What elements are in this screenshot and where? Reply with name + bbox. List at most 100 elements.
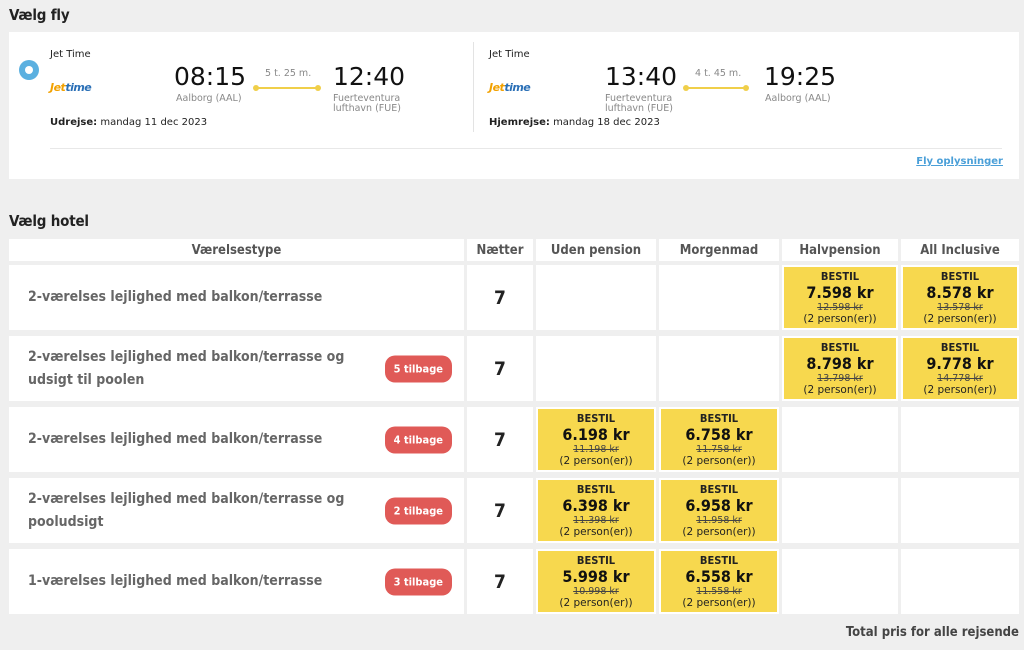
flight-option-card[interactable]: Jet Time Jettime 08:15 Aalborg (AAL) 5 t… xyxy=(9,32,1019,179)
departure-time: 08:15 xyxy=(174,62,247,91)
arrival-time: 19:25 xyxy=(764,62,837,91)
price-cell-no-board xyxy=(536,336,656,401)
airline-logo: Jettime xyxy=(489,81,531,94)
room-type-cell: 2-værelses lejlighed med balkon/terrasse… xyxy=(9,336,464,401)
book-price-button[interactable]: BESTIL 6.198 kr 11.198 kr (2 person(er)) xyxy=(538,409,654,470)
price: 8.798 kr xyxy=(806,353,874,373)
original-price: 10.998 kr xyxy=(573,585,619,597)
book-label: BESTIL xyxy=(820,340,860,354)
price-cell-half-board xyxy=(782,478,898,543)
price-cell-no-board: BESTIL 5.998 kr 10.998 kr (2 person(er)) xyxy=(536,549,656,614)
original-price: 11.758 kr xyxy=(696,443,742,455)
book-label: BESTIL xyxy=(576,482,616,496)
airline-logo: Jettime xyxy=(50,81,92,94)
room-type-cell: 2-værelses lejlighed med balkon/terrasse… xyxy=(9,407,464,472)
book-price-button[interactable]: BESTIL 7.598 kr 12.598 kr (2 person(er)) xyxy=(784,267,896,328)
outbound-leg: Jet Time Jettime 08:15 Aalborg (AAL) 5 t… xyxy=(50,32,470,142)
header-breakfast: Morgenmad xyxy=(659,239,779,261)
book-price-button[interactable]: BESTIL 6.398 kr 11.398 kr (2 person(er)) xyxy=(538,480,654,541)
book-price-button[interactable]: BESTIL 6.958 kr 11.958 kr (2 person(er)) xyxy=(661,480,777,541)
price-cell-all-inclusive xyxy=(901,478,1019,543)
original-price: 11.558 kr xyxy=(696,585,742,597)
arrival-place: Aalborg (AAL) xyxy=(765,93,831,104)
persons-label: (2 person(er)) xyxy=(682,597,756,609)
nights-cell: 7 xyxy=(467,265,533,330)
book-price-button[interactable]: BESTIL 9.778 kr 14.778 kr (2 person(er)) xyxy=(903,338,1017,399)
book-label: BESTIL xyxy=(576,411,616,425)
room-type-cell: 2-værelses lejlighed med balkon/terrasse xyxy=(9,265,464,330)
price-cell-all-inclusive: BESTIL 9.778 kr 14.778 kr (2 person(er)) xyxy=(901,336,1019,401)
persons-label: (2 person(er)) xyxy=(559,455,633,467)
price-cell-all-inclusive xyxy=(901,549,1019,614)
persons-label: (2 person(er)) xyxy=(803,384,877,396)
persons-label: (2 person(er)) xyxy=(923,384,997,396)
total-price-label: Total pris for alle rejsende xyxy=(845,625,1019,640)
price-cell-no-board: BESTIL 6.198 kr 11.198 kr (2 person(er)) xyxy=(536,407,656,472)
persons-label: (2 person(er)) xyxy=(559,526,633,538)
book-price-button[interactable]: BESTIL 5.998 kr 10.998 kr (2 person(er)) xyxy=(538,551,654,612)
persons-label: (2 person(er)) xyxy=(682,455,756,467)
flight-duration: 4 t. 45 m. xyxy=(695,68,742,79)
price-cell-breakfast xyxy=(659,265,779,330)
price: 6.558 kr xyxy=(685,566,753,586)
price-cell-breakfast: BESTIL 6.958 kr 11.958 kr (2 person(er)) xyxy=(659,478,779,543)
outbound-date: Udrejse: mandag 11 dec 2023 xyxy=(50,117,208,128)
header-nights: Nætter xyxy=(467,239,533,261)
inbound-leg: Jet Time Jettime 13:40 Fuerteventura luft… xyxy=(489,32,909,142)
original-price: 13.578 kr xyxy=(937,301,983,313)
airline-name: Jet Time xyxy=(50,49,91,60)
price-cell-half-board: BESTIL 8.798 kr 13.798 kr (2 person(er)) xyxy=(782,336,898,401)
original-price: 11.958 kr xyxy=(696,514,742,526)
book-label: BESTIL xyxy=(940,340,980,354)
price: 5.998 kr xyxy=(562,566,630,586)
room-type-name: 2-værelses lejlighed med balkon/terrasse xyxy=(28,289,323,305)
rooms-left-badge: 3 tilbage xyxy=(384,568,452,595)
price-cell-half-board xyxy=(782,549,898,614)
room-type-name: 2-værelses lejlighed med balkon/terrasse… xyxy=(28,348,345,388)
flight-details-link[interactable]: Fly oplysninger xyxy=(916,156,1003,167)
price-cell-no-board: BESTIL 6.398 kr 11.398 kr (2 person(er)) xyxy=(536,478,656,543)
book-label: BESTIL xyxy=(699,553,739,567)
nights-cell: 7 xyxy=(467,336,533,401)
price-cell-breakfast xyxy=(659,336,779,401)
book-price-button[interactable]: BESTIL 6.558 kr 11.558 kr (2 person(er)) xyxy=(661,551,777,612)
header-no-board: Uden pension xyxy=(536,239,656,261)
header-half-board: Halvpension xyxy=(782,239,898,261)
price: 6.398 kr xyxy=(562,495,630,515)
book-price-button[interactable]: BESTIL 8.798 kr 13.798 kr (2 person(er)) xyxy=(784,338,896,399)
book-price-button[interactable]: BESTIL 8.578 kr 13.578 kr (2 person(er)) xyxy=(903,267,1017,328)
card-separator xyxy=(50,148,1002,149)
price: 6.958 kr xyxy=(685,495,753,515)
persons-label: (2 person(er)) xyxy=(923,313,997,325)
book-label: BESTIL xyxy=(699,482,739,496)
book-label: BESTIL xyxy=(576,553,616,567)
hotel-section-title: Vælg hotel xyxy=(9,212,89,230)
rooms-left-badge: 4 tilbage xyxy=(384,426,452,453)
departure-time: 13:40 xyxy=(605,62,678,91)
price: 9.778 kr xyxy=(926,353,994,373)
persons-label: (2 person(er)) xyxy=(559,597,633,609)
price: 6.198 kr xyxy=(562,424,630,444)
book-label: BESTIL xyxy=(699,411,739,425)
room-type-name: 1-værelses lejlighed med balkon/terrasse xyxy=(28,573,323,589)
duration-line xyxy=(253,85,321,91)
persons-label: (2 person(er)) xyxy=(803,313,877,325)
price-cell-no-board xyxy=(536,265,656,330)
price-cell-half-board xyxy=(782,407,898,472)
arrival-time: 12:40 xyxy=(333,62,406,91)
book-label: BESTIL xyxy=(940,269,980,283)
persons-label: (2 person(er)) xyxy=(682,526,756,538)
flight-section-title: Vælg fly xyxy=(9,6,70,24)
departure-place: Fuerteventura lufthavn (FUE) xyxy=(605,93,673,114)
price: 8.578 kr xyxy=(926,282,994,302)
room-type-cell: 1-værelses lejlighed med balkon/terrasse… xyxy=(9,549,464,614)
book-price-button[interactable]: BESTIL 6.758 kr 11.758 kr (2 person(er)) xyxy=(661,409,777,470)
airline-name: Jet Time xyxy=(489,49,530,60)
nights-cell: 7 xyxy=(467,549,533,614)
price-cell-all-inclusive xyxy=(901,407,1019,472)
room-type-cell: 2-værelses lejlighed med balkon/terrasse… xyxy=(9,478,464,543)
duration-line xyxy=(683,85,749,91)
original-price: 14.778 kr xyxy=(937,372,983,384)
original-price: 13.798 kr xyxy=(817,372,863,384)
flight-select-radio[interactable] xyxy=(19,60,39,80)
